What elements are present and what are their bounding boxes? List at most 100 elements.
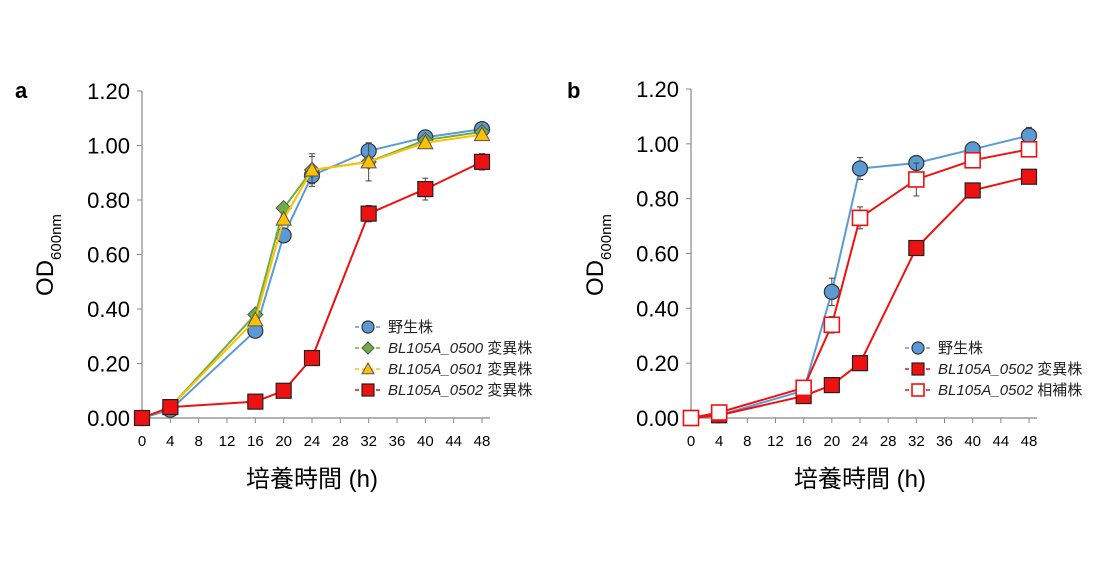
y-axis-label: OD600nm — [32, 214, 65, 296]
legend-strain-type: 変異株 — [483, 340, 532, 357]
data-point — [1020, 127, 1038, 144]
legend-item: BL105A_0502 変異株 — [905, 361, 1082, 378]
legend-strain-type: 変異株 — [483, 382, 532, 399]
x-tick-label: 40 — [417, 433, 434, 450]
y-tick-label: 0.00 — [87, 406, 130, 431]
y-tick-label: 0.20 — [636, 351, 679, 376]
data-point — [360, 205, 377, 222]
legend-item: 野生株 — [355, 319, 433, 336]
data-point — [162, 399, 179, 416]
data-point — [246, 311, 264, 327]
data-point — [823, 377, 840, 394]
x-tick-label: 48 — [474, 433, 491, 450]
data-point — [851, 209, 869, 227]
x-axis-label: 培養時間 (h) — [794, 466, 926, 493]
series-3 — [682, 141, 1038, 427]
legend-strain-id: BL105A_0502 — [938, 361, 1034, 378]
x-tick-label: 4 — [715, 433, 723, 450]
legend-item: BL105A_0501 変異株 — [355, 361, 532, 378]
series-line — [690, 175, 1030, 419]
x-tick-label: 8 — [743, 433, 751, 450]
x-tick-label: 48 — [1021, 433, 1038, 450]
data-point — [133, 409, 151, 427]
data-point — [823, 316, 841, 334]
legend-marker — [911, 383, 925, 397]
y-tick-label: 1.20 — [636, 77, 679, 102]
x-tick-label: 32 — [908, 433, 925, 450]
legend-marker — [361, 383, 375, 397]
y-axis-label-main: OD — [32, 260, 59, 296]
data-point — [1020, 168, 1038, 185]
data-point — [473, 126, 491, 142]
x-tick-label: 12 — [219, 433, 236, 450]
data-point — [964, 182, 981, 199]
data-point — [303, 349, 321, 367]
data-point — [682, 409, 700, 427]
y-tick-label: 1.20 — [87, 79, 130, 104]
series-line — [141, 128, 483, 419]
legend-marker — [361, 341, 375, 355]
legend-name: 野生株 — [938, 340, 983, 357]
y-tick-label: 0.00 — [636, 406, 679, 431]
legend-strain-id: BL105A_0501 — [388, 361, 483, 378]
x-tick-label: 16 — [247, 433, 264, 450]
data-point — [710, 404, 728, 421]
legend-marker — [911, 341, 925, 355]
panel-letter: a — [15, 78, 28, 103]
legend-label: BL105A_0502 相補株 — [938, 382, 1082, 399]
data-point — [851, 160, 869, 177]
legend-label: BL105A_0502 変異株 — [938, 361, 1082, 378]
x-tick-label: 4 — [166, 433, 174, 450]
legend-strain-id: BL105A_0502 — [388, 382, 484, 399]
x-tick-label: 20 — [275, 433, 292, 450]
legend-marker — [911, 362, 925, 376]
x-tick-label: 44 — [445, 433, 462, 450]
data-point — [247, 393, 264, 410]
series-3 — [133, 126, 491, 425]
legend-label: 野生株 — [938, 340, 983, 357]
legend-item: BL105A_0500 変異株 — [355, 340, 532, 357]
x-tick-label: 8 — [194, 433, 202, 450]
series-line — [141, 133, 483, 419]
data-point — [275, 210, 293, 226]
y-tick-label: 0.20 — [87, 352, 130, 377]
y-tick-label: 0.80 — [636, 187, 679, 212]
x-axis-label: 培養時間 (h) — [246, 466, 378, 493]
x-tick-label: 16 — [795, 433, 812, 450]
x-tick-label: 36 — [936, 433, 953, 450]
legend: 野生株 BL105A_0502 変異株 BL105A_0502 相補株 — [905, 340, 1082, 399]
chart-panel-a: a0.000.200.400.600.801.001.200 4 8 12 16 20 24… — [15, 78, 532, 493]
y-tick-label: 0.60 — [636, 242, 679, 267]
series-4 — [133, 153, 491, 427]
x-tick-label: 32 — [360, 433, 377, 450]
data-point — [823, 283, 840, 300]
series-1 — [682, 126, 1038, 427]
x-tick-label: 24 — [852, 433, 869, 450]
x-tick-label: 20 — [823, 433, 840, 450]
y-tick-label: 0.60 — [87, 243, 130, 268]
data-point — [964, 151, 981, 169]
x-tick-label: 0 — [687, 433, 695, 450]
x-tick-label: 44 — [992, 433, 1009, 450]
x-tick-label: 12 — [767, 433, 784, 450]
legend-label: 野生株 — [388, 319, 433, 336]
y-axis-label-main: OD — [582, 260, 609, 296]
data-point — [473, 153, 491, 170]
legend-marker — [361, 361, 375, 375]
x-tick-label: 40 — [964, 433, 981, 450]
chart-panel-b: b0.000.200.400.600.801.001.200 4 8 12 16 20 24… — [567, 77, 1082, 493]
x-tick-label: 28 — [880, 433, 897, 450]
y-axis-label: OD600nm — [582, 214, 615, 296]
data-point — [851, 355, 869, 372]
series-line — [690, 148, 1030, 419]
series-2 — [682, 168, 1038, 427]
y-tick-label: 0.40 — [87, 297, 130, 322]
legend-item: BL105A_0502 変異株 — [355, 382, 532, 399]
x-tick-label: 28 — [332, 433, 349, 450]
y-axis-label-subscript: 600nm — [48, 214, 65, 260]
y-tick-label: 1.00 — [87, 134, 130, 159]
legend-item: 野生株 — [905, 340, 983, 357]
data-point — [908, 171, 925, 188]
x-tick-label: 36 — [389, 433, 406, 450]
